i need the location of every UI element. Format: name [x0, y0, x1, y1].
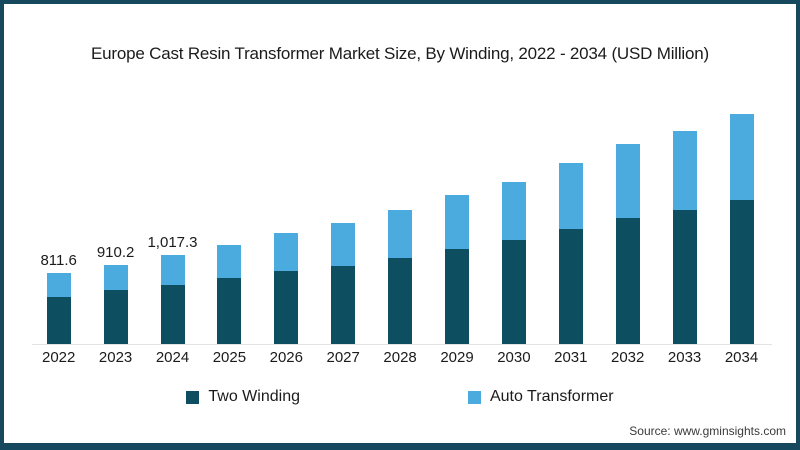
- bar-segment-auto-transformer: [501, 181, 526, 240]
- bar-2034: [729, 114, 754, 344]
- bar-2023: [103, 264, 128, 344]
- bar-segment-two-winding: [558, 228, 583, 344]
- bar-segment-two-winding: [672, 209, 697, 344]
- data-label-2024: 1,017.3: [147, 234, 198, 252]
- chart-title: Europe Cast Resin Transformer Market Siz…: [91, 44, 709, 63]
- bar-segment-auto-transformer: [558, 162, 583, 229]
- bar-2031: [558, 162, 583, 344]
- bar-2026: [274, 232, 299, 344]
- bar-segment-auto-transformer: [103, 264, 128, 291]
- bar-2024: [160, 255, 185, 344]
- x-tick-2027: 2027: [326, 349, 360, 366]
- auto-transformer-swatch-icon: [467, 390, 481, 404]
- bar-2028: [388, 209, 413, 344]
- data-label-2022: 811.6: [40, 252, 77, 270]
- x-tick-2033: 2033: [667, 349, 702, 366]
- legend: Two Winding Auto Transformer: [4, 388, 796, 406]
- x-tick-2030: 2030: [497, 349, 531, 366]
- bar-segment-two-winding: [274, 270, 299, 344]
- x-tick-2023: 2023: [98, 349, 133, 366]
- bar-segment-auto-transformer: [729, 114, 754, 200]
- bar-segment-auto-transformer: [331, 222, 356, 266]
- x-tick-2029: 2029: [440, 349, 474, 366]
- bar-2029: [445, 195, 469, 344]
- bar-2027: [331, 222, 356, 344]
- bar-segment-auto-transformer: [615, 144, 640, 218]
- bar-segment-two-winding: [217, 277, 242, 344]
- legend-label-auto-transformer: Auto Transformer: [489, 388, 614, 405]
- bar-segment-two-winding: [160, 284, 185, 344]
- legend-label-two-winding: Two Winding: [208, 388, 300, 405]
- bar-segment-auto-transformer: [46, 273, 71, 297]
- source-text: Source: www.gminsights.com: [629, 424, 786, 438]
- bar-segment-auto-transformer: [445, 195, 469, 249]
- legend-item-auto-transformer: Auto Transformer: [467, 388, 614, 406]
- bar-segment-two-winding: [445, 248, 469, 344]
- bar-segment-two-winding: [331, 265, 356, 344]
- bar-segment-auto-transformer: [274, 232, 299, 271]
- bar-segment-two-winding: [103, 290, 128, 344]
- x-tick-2022: 2022: [42, 349, 76, 366]
- plot-area: 811.6 910.2 1,017.3: [4, 4, 796, 345]
- x-tick-2028: 2028: [383, 349, 417, 366]
- bar-segment-two-winding: [501, 239, 526, 344]
- bar-segment-auto-transformer: [160, 255, 185, 285]
- x-tick-2031: 2031: [554, 349, 588, 366]
- x-tick-2026: 2026: [269, 349, 303, 366]
- bar-2030: [501, 181, 526, 344]
- bar-segment-two-winding: [729, 199, 754, 344]
- bar-segment-two-winding: [46, 296, 71, 344]
- x-tick-2034: 2034: [724, 349, 759, 366]
- bar-2025: [217, 244, 242, 344]
- x-tick-2025: 2025: [212, 349, 247, 366]
- bar-2032: [615, 144, 640, 344]
- data-label-2023: 910.2: [96, 243, 135, 261]
- bar-segment-auto-transformer: [672, 130, 697, 210]
- bar-2022: [46, 273, 71, 344]
- bar-segment-auto-transformer: [217, 244, 242, 278]
- bar-segment-auto-transformer: [388, 209, 413, 258]
- legend-item-two-winding: Two Winding: [186, 388, 300, 406]
- x-tick-2024: 2024: [155, 349, 190, 366]
- x-axis-line: [32, 344, 772, 345]
- bar-2033: [672, 130, 697, 344]
- x-tick-2032: 2032: [611, 349, 645, 366]
- bar-segment-two-winding: [615, 217, 640, 344]
- bar-segment-two-winding: [388, 257, 413, 344]
- x-axis-labels: 2022 2023 2024 2025 2026 2027 2028 2029 2030 2031…: [4, 349, 796, 369]
- two-winding-swatch-icon: [186, 390, 200, 404]
